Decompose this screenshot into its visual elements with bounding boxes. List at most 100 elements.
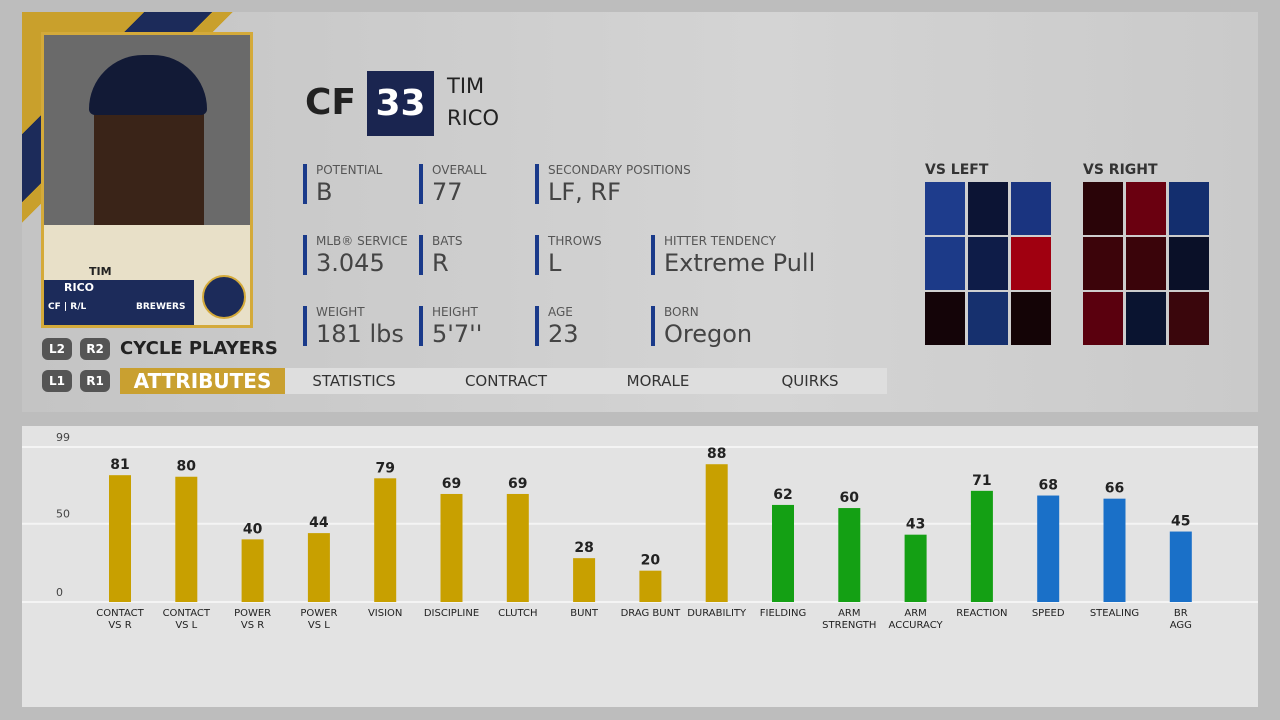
value-label: 40 bbox=[243, 521, 263, 537]
value-label: 43 bbox=[906, 517, 925, 533]
info-value: 23 bbox=[548, 320, 579, 348]
heat-cell bbox=[1011, 237, 1051, 290]
last-name: RICO bbox=[447, 106, 499, 130]
value-label: 79 bbox=[375, 460, 394, 476]
bar bbox=[506, 493, 529, 602]
bar bbox=[307, 533, 330, 602]
x-tick-label: ARM ACCURACY bbox=[888, 608, 943, 631]
button-icon: L1 bbox=[42, 370, 72, 392]
info-marker bbox=[303, 164, 307, 204]
x-tick-label: CONTACT VS R bbox=[96, 608, 144, 631]
x-tick-label: BUNT bbox=[570, 608, 598, 619]
tab[interactable]: STATISTICS bbox=[312, 372, 396, 390]
info-label: HITTER TENDENCY bbox=[664, 234, 776, 248]
info-marker bbox=[303, 306, 307, 346]
info-marker bbox=[535, 306, 539, 346]
bar bbox=[573, 558, 596, 602]
info-value: LF, RF bbox=[548, 178, 621, 206]
value-label: 68 bbox=[1038, 478, 1057, 494]
value-label: 69 bbox=[442, 476, 461, 492]
y-tick-label: 0 bbox=[56, 586, 63, 599]
heat-cell bbox=[1169, 237, 1209, 290]
info-value: Extreme Pull bbox=[664, 249, 816, 277]
value-label: 62 bbox=[773, 487, 792, 503]
heat-cell bbox=[1083, 292, 1123, 345]
info-value: 77 bbox=[432, 178, 463, 206]
heat-cell bbox=[925, 292, 965, 345]
info-value: Oregon bbox=[664, 320, 753, 348]
value-label: 88 bbox=[707, 446, 726, 462]
button-icon: R1 bbox=[80, 370, 110, 392]
number-box: 33 bbox=[367, 71, 434, 136]
heat-cell bbox=[925, 182, 965, 235]
info-value: 181 lbs bbox=[316, 320, 404, 348]
heat-cell bbox=[925, 237, 965, 290]
x-tick-label: STEALING bbox=[1089, 608, 1140, 619]
bar bbox=[1103, 498, 1126, 602]
value-label: 28 bbox=[574, 540, 593, 556]
heat-cell bbox=[1126, 237, 1166, 290]
tab[interactable]: MORALE bbox=[626, 372, 690, 390]
bar bbox=[639, 570, 662, 602]
bar bbox=[241, 539, 264, 602]
info-label: BATS bbox=[432, 234, 463, 248]
heat-cell bbox=[1169, 292, 1209, 345]
info-marker bbox=[535, 235, 539, 275]
heat-cell bbox=[1083, 182, 1123, 235]
button-icon: L2 bbox=[42, 338, 72, 360]
tab[interactable]: QUIRKS bbox=[781, 372, 839, 390]
heat-cell bbox=[968, 182, 1008, 235]
bar bbox=[970, 490, 993, 602]
info-value: 5'7'' bbox=[432, 320, 483, 348]
x-tick-label: CLUTCH bbox=[498, 608, 538, 619]
bar bbox=[374, 478, 397, 602]
info-marker bbox=[535, 164, 539, 204]
heat-cell bbox=[1011, 292, 1051, 345]
bar bbox=[838, 508, 861, 602]
x-tick-label: DISCIPLINE bbox=[423, 608, 480, 619]
x-tick-label: ARM STRENGTH bbox=[822, 608, 877, 631]
info-label: OVERALL bbox=[432, 163, 487, 177]
bar bbox=[772, 504, 794, 602]
value-label: 44 bbox=[309, 515, 329, 531]
info-marker bbox=[419, 235, 423, 275]
heat-cell bbox=[1011, 182, 1051, 235]
info-value: L bbox=[548, 249, 562, 277]
x-tick-label: SPEED bbox=[1031, 608, 1065, 619]
info-label: MLB® SERVICE bbox=[316, 234, 408, 248]
value-label: 81 bbox=[110, 457, 129, 473]
info-marker bbox=[651, 306, 655, 346]
bar bbox=[705, 464, 728, 602]
cycle-label: CYCLE PLAYERS bbox=[120, 338, 278, 359]
x-tick-label: CONTACT VS L bbox=[162, 608, 210, 631]
x-tick-label: POWER VS L bbox=[300, 608, 338, 631]
bar bbox=[1037, 495, 1060, 602]
x-tick-label: VISION bbox=[367, 608, 403, 619]
value-label: 69 bbox=[508, 476, 527, 492]
info-value: R bbox=[432, 249, 449, 277]
info-label: WEIGHT bbox=[316, 305, 365, 319]
heatmap-title: VS LEFT bbox=[925, 162, 989, 178]
card-last: RICO bbox=[64, 281, 94, 294]
tab[interactable]: CONTRACT bbox=[464, 372, 548, 390]
info-label: BORN bbox=[664, 305, 699, 319]
heat-cell bbox=[1083, 237, 1123, 290]
y-tick-label: 99 bbox=[56, 431, 70, 444]
position: CF bbox=[305, 82, 357, 123]
info-label: SECONDARY POSITIONS bbox=[548, 163, 691, 177]
info-marker bbox=[651, 235, 655, 275]
heatmap-title: VS RIGHT bbox=[1083, 162, 1158, 178]
player-card: TIM RICO CF | R/L BREWERS bbox=[41, 32, 253, 328]
bar bbox=[1169, 531, 1192, 602]
x-tick-label: DURABILITY bbox=[687, 608, 747, 619]
x-tick-label: REACTION bbox=[956, 608, 1008, 619]
heat-cell bbox=[968, 237, 1008, 290]
info-label: AGE bbox=[548, 305, 573, 319]
value-label: 60 bbox=[840, 490, 860, 506]
x-tick-label: DRAG BUNT bbox=[620, 608, 681, 619]
tab[interactable]: ATTRIBUTES bbox=[120, 368, 285, 394]
card-info: CF | R/L bbox=[48, 302, 87, 312]
y-tick-label: 50 bbox=[56, 508, 70, 521]
